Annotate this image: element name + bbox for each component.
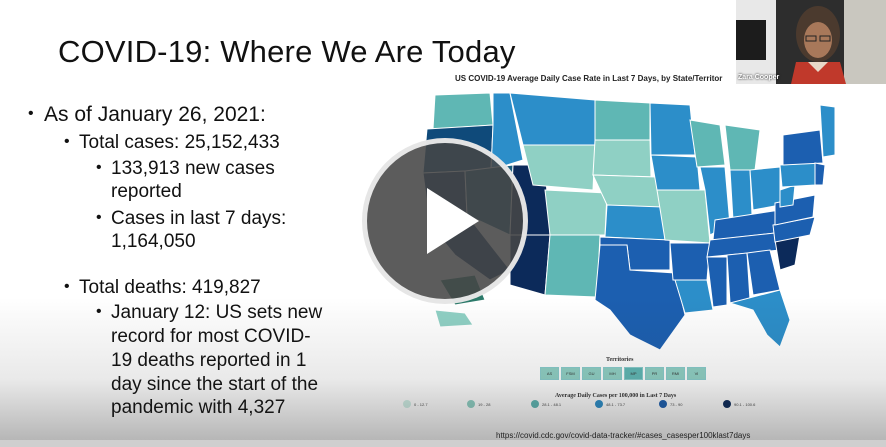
state-mi	[724, 124, 761, 171]
state-nj	[814, 162, 826, 186]
bullet-dot: •	[96, 209, 102, 226]
bullet-dot: •	[96, 159, 102, 176]
legend-label: 28.1 - 48.1	[542, 401, 562, 407]
state-mn	[649, 102, 696, 156]
state-ms	[706, 256, 728, 308]
play-icon	[427, 188, 479, 254]
legend-item: 28.1 - 48.1	[531, 400, 561, 408]
legend-item: 48.1 - 73.7	[595, 400, 625, 408]
us-choropleth-map	[422, 92, 835, 351]
state-in	[729, 169, 753, 221]
territories-row: AS FSM GU MH MP PR RMI VI	[540, 367, 706, 380]
territory-box: RMI	[666, 367, 685, 380]
player-bottom-bar	[0, 440, 886, 447]
bullet-text: 133,913 new cases	[111, 158, 275, 179]
legend-swatch	[723, 400, 731, 408]
legend-item: 73 - 90	[659, 400, 682, 408]
map-title: US COVID-19 Average Daily Case Rate in L…	[455, 74, 723, 83]
state-la	[674, 279, 714, 314]
state-tx	[594, 244, 686, 351]
territory-box: FSM	[561, 367, 580, 380]
presenter-name: Zara Cooper	[738, 74, 780, 81]
territory-box: VI	[687, 367, 706, 380]
state-ar	[669, 242, 711, 281]
bullet-text: As of January 26, 2021:	[44, 103, 266, 126]
bullet-text: Cases in last 7 days:	[111, 208, 287, 229]
legend-swatch	[531, 400, 539, 408]
legend-label: 73 - 90	[670, 401, 683, 407]
legend-label: 19 - 28	[478, 401, 491, 407]
territory-box: MP	[624, 367, 643, 380]
state-new-england	[819, 104, 835, 158]
state-hi	[434, 309, 474, 328]
state-wy	[522, 144, 596, 191]
bullet-dot: •	[64, 278, 70, 295]
bullet-text: reported	[111, 181, 182, 202]
legend-item: 90.1 - 100.6	[723, 400, 755, 408]
bullet-text: record for most COVID-	[111, 326, 311, 347]
bullet-text: Total cases: 25,152,433	[79, 132, 280, 153]
play-button[interactable]	[362, 138, 528, 304]
legend-label: 48.1 - 73.7	[606, 401, 626, 407]
legend-swatch	[595, 400, 603, 408]
state-fl	[728, 289, 791, 348]
territory-box: AS	[540, 367, 559, 380]
bullet-text: January 12: US sets new	[111, 302, 323, 323]
source-url[interactable]: https://covid.cdc.gov/covid-data-tracker…	[496, 431, 751, 440]
legend-swatch	[467, 400, 475, 408]
territories-title: Territories	[606, 357, 634, 363]
state-co	[544, 189, 608, 236]
legend: 0 - 12.7 19 - 28 28.1 - 48.1 48.1 - 73.7 73 …	[403, 400, 783, 410]
legend-swatch	[403, 400, 411, 408]
bullet-dot: •	[28, 105, 34, 122]
slide-title: COVID-19: Where We Are Today	[58, 34, 516, 69]
state-al	[726, 252, 751, 304]
legend-swatch	[659, 400, 667, 408]
bullet-text: day since the start of the	[111, 374, 319, 395]
legend-label: 0 - 12.7	[414, 401, 428, 407]
state-nm	[544, 234, 601, 298]
state-ks	[604, 204, 666, 241]
state-nd	[594, 99, 651, 141]
state-wa	[432, 92, 494, 130]
legend-item: 0 - 12.7	[403, 400, 428, 408]
state-ia	[650, 154, 701, 191]
presenter-image	[736, 0, 886, 84]
presenter-video[interactable]: Zara Cooper	[736, 0, 886, 84]
legend-label: 90.1 - 100.6	[734, 401, 756, 407]
bullet-text: pandemic with 4,327	[111, 397, 286, 418]
state-ga	[746, 249, 781, 296]
legend-title: Average Daily Cases per 100,000 in Last …	[555, 393, 677, 399]
state-sd	[592, 139, 652, 178]
territory-box: GU	[582, 367, 601, 380]
bullet-text: Total deaths: 419,827	[79, 277, 261, 298]
state-ny	[782, 129, 824, 166]
bullet-text: 1,164,050	[111, 231, 196, 252]
state-wi	[689, 119, 726, 168]
legend-item: 19 - 28	[467, 400, 490, 408]
state-wv	[779, 184, 796, 208]
bullet-dot: •	[64, 133, 70, 150]
state-pa	[779, 162, 816, 188]
state-mo	[656, 189, 711, 244]
bullet-dot: •	[96, 303, 102, 320]
territory-box: PR	[645, 367, 664, 380]
territory-box: MH	[603, 367, 622, 380]
bullet-text: 19 deaths reported in 1	[111, 350, 307, 371]
state-mt	[509, 92, 596, 146]
